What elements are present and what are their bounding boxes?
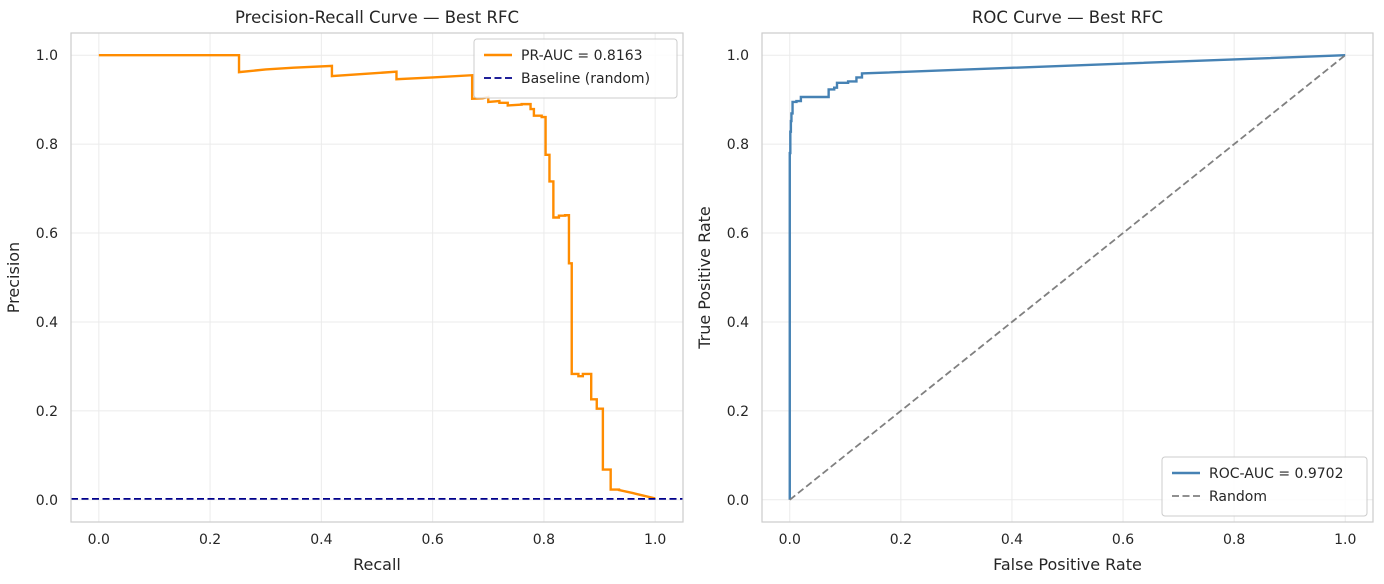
roc-series-line-1	[789, 54, 1346, 501]
pr-y-tick-label: 0.0	[36, 493, 58, 509]
pr-legend-label-1: Baseline (random)	[521, 71, 650, 87]
pr-y-tick-label: 0.2	[36, 404, 58, 420]
roc-y-tick-label: 1.0	[727, 48, 749, 64]
roc-axes-frame	[761, 32, 1374, 523]
roc-y-tick-label: 0.4	[727, 315, 749, 331]
roc-legend-label-0: ROC-AUC = 0.9702	[1209, 466, 1343, 482]
pr-grid	[71, 33, 683, 522]
roc-series-group	[788, 54, 1346, 501]
pr-y-tick-label: 0.4	[36, 315, 58, 331]
roc-x-tick-label: 0.6	[1112, 532, 1134, 548]
roc-x-tick-label: 0.2	[890, 532, 912, 548]
pr-x-tick-label: 0.8	[533, 532, 555, 548]
pr-curve-panel: 0.0 0.2 0.4 0.6 0.8 1.0 0.0 0.2 0.4 0.6 0.8 1.0 Reca…	[4, 8, 684, 574]
roc-grid	[762, 33, 1373, 522]
pr-y-tick-label: 0.8	[36, 137, 58, 153]
pr-legend: PR-AUC = 0.8163 Baseline (random)	[473, 38, 678, 99]
roc-series-line-0	[788, 54, 1346, 500]
pr-x-axis-label: Recall	[353, 555, 401, 574]
roc-chart-title: ROC Curve — Best RFC	[972, 8, 1163, 27]
roc-x-tick-label: 0.0	[779, 532, 801, 548]
roc-curve-panel: 0.0 0.2 0.4 0.6 0.8 1.0 0.0 0.2 0.4 0.6 0.8 1.0 Fals…	[695, 8, 1374, 574]
pr-x-tick-label: 0.2	[199, 532, 221, 548]
roc-legend-label-1: Random	[1209, 489, 1267, 505]
pr-chart-title: Precision-Recall Curve — Best RFC	[235, 8, 519, 27]
roc-x-axis-label: False Positive Rate	[993, 555, 1142, 574]
roc-y-axis-label: True Positive Rate	[695, 206, 714, 350]
roc-y-tick-label: 0.0	[727, 493, 749, 509]
pr-legend-box	[473, 38, 678, 99]
pr-legend-label-0: PR-AUC = 0.8163	[521, 48, 643, 64]
roc-legend: ROC-AUC = 0.9702 Random	[1161, 456, 1368, 517]
roc-y-tick-label: 0.8	[727, 137, 749, 153]
roc-y-tick-label: 0.2	[727, 404, 749, 420]
pr-x-tick-label: 0.4	[310, 532, 332, 548]
pr-x-tick-label: 0.6	[422, 532, 444, 548]
roc-legend-box	[1161, 456, 1368, 517]
roc-x-tick-label: 1.0	[1334, 532, 1356, 548]
pr-series-line-0	[98, 54, 656, 500]
pr-y-tick-label: 0.6	[36, 226, 58, 242]
roc-x-tick-label: 0.4	[1001, 532, 1023, 548]
pr-x-tick-label: 1.0	[644, 532, 666, 548]
pr-axes-frame	[70, 32, 684, 523]
pr-series-group	[71, 54, 683, 500]
roc-y-tick-label: 0.6	[727, 226, 749, 242]
pr-x-tick-label: 0.0	[88, 532, 110, 548]
pr-y-tick-label: 1.0	[36, 48, 58, 64]
pr-y-axis-label: Precision	[4, 242, 23, 313]
roc-x-tick-label: 0.8	[1223, 532, 1245, 548]
